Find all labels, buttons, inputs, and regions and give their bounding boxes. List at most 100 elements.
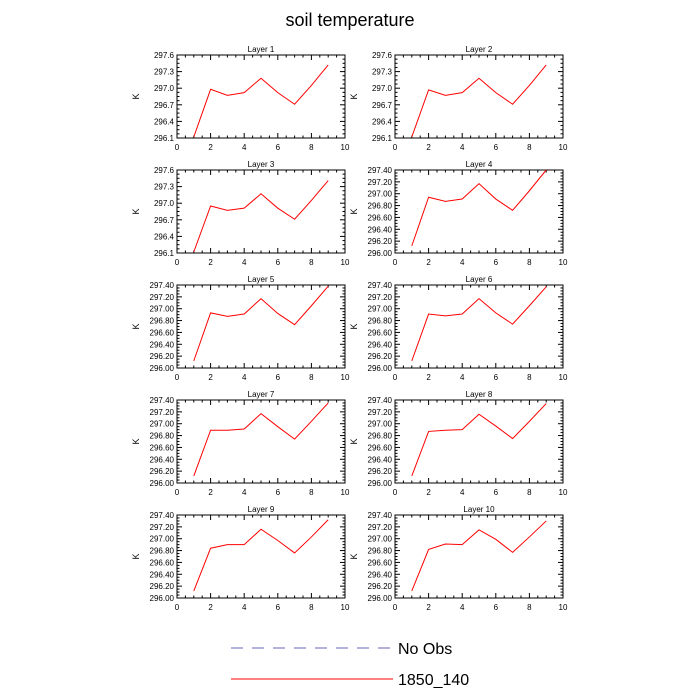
y-tick-label: 296.20: [368, 582, 393, 591]
y-tick-label: 297.40: [368, 396, 393, 405]
x-tick-label: 6: [276, 143, 281, 152]
x-tick-label: 2: [426, 143, 431, 152]
x-tick-label: 2: [426, 488, 431, 497]
x-tick-label: 8: [527, 373, 532, 382]
y-axis-label: K: [131, 438, 141, 444]
series-line-1850-140: [193, 402, 329, 477]
y-tick-label: 297.20: [368, 178, 393, 187]
x-tick-label: 6: [276, 258, 281, 267]
plot-frame: [176, 284, 346, 369]
y-tick-label: 296.7: [372, 101, 393, 110]
plot-frame: [176, 514, 346, 599]
legend-label: No Obs: [398, 641, 452, 658]
x-tick-label: 8: [309, 488, 314, 497]
x-tick-label: 6: [276, 488, 281, 497]
y-tick-label: 297.40: [150, 511, 175, 520]
x-tick-label: 6: [276, 603, 281, 612]
series-line-1850-140: [411, 64, 547, 138]
y-tick-label: 297.00: [150, 305, 175, 314]
y-axis-label: K: [131, 553, 141, 559]
y-tick-label: 297.3: [154, 68, 175, 77]
y-tick-label: 297.20: [150, 523, 175, 532]
panel-title: Layer 9: [248, 505, 275, 514]
y-tick-label: 296.00: [150, 364, 175, 373]
x-tick-label: 0: [175, 143, 180, 152]
x-tick-label: 8: [527, 488, 532, 497]
panel-title: Layer 6: [466, 275, 493, 284]
y-axis-label: K: [349, 323, 359, 329]
y-tick-label: 297.20: [368, 408, 393, 417]
x-tick-label: 8: [527, 143, 532, 152]
y-tick-label: 296.60: [150, 328, 175, 337]
x-tick-label: 6: [276, 373, 281, 382]
y-tick-label: 297.40: [368, 511, 393, 520]
y-tick-label: 296.40: [368, 225, 393, 234]
y-tick-label: 296.20: [150, 582, 175, 591]
y-tick-label: 296.80: [150, 317, 175, 326]
y-tick-label: 296.40: [368, 455, 393, 464]
x-tick-label: 0: [393, 373, 398, 382]
legend: No Obs 1850_140: [231, 641, 469, 689]
series-line-1850-140: [193, 519, 329, 592]
y-tick-label: 296.40: [150, 455, 175, 464]
x-tick-label: 4: [242, 603, 247, 612]
x-tick-label: 10: [341, 488, 350, 497]
y-axis-label: K: [131, 93, 141, 99]
y-tick-label: 296.80: [368, 432, 393, 441]
x-tick-label: 0: [175, 603, 180, 612]
x-tick-label: 2: [208, 488, 213, 497]
series-line-1850-140: [411, 169, 547, 247]
series-line-1850-140: [193, 64, 329, 138]
x-tick-label: 2: [426, 373, 431, 382]
panel-title: Layer 5: [248, 275, 275, 284]
y-tick-label: 296.60: [368, 558, 393, 567]
x-tick-label: 10: [559, 488, 568, 497]
panel-title: Layer 3: [248, 160, 275, 169]
x-tick-label: 2: [208, 603, 213, 612]
y-tick-label: 297.00: [368, 190, 393, 199]
y-tick-label: 296.60: [150, 443, 175, 452]
x-tick-label: 4: [242, 258, 247, 267]
x-tick-label: 8: [527, 603, 532, 612]
panel-layer-1: Layer 1 K 296.1 296.4 296.7 297.0 297.3 297.6 0 2…: [131, 45, 350, 152]
y-tick-label: 296.80: [150, 547, 175, 556]
y-tick-label: 296.80: [150, 432, 175, 441]
x-tick-label: 6: [494, 603, 499, 612]
y-tick-label: 297.00: [368, 420, 393, 429]
panel-layer-5: Layer 5 K 296.00 296.20 296.40 296.60 296.80 29…: [131, 275, 350, 382]
y-tick-label: 296.40: [150, 570, 175, 579]
y-tick-label: 296.40: [150, 340, 175, 349]
y-tick-label: 296.20: [368, 467, 393, 476]
x-tick-label: 6: [494, 258, 499, 267]
y-tick-label: 296.00: [368, 479, 393, 488]
x-tick-label: 10: [341, 603, 350, 612]
x-tick-label: 10: [341, 258, 350, 267]
y-tick-label: 297.00: [150, 420, 175, 429]
plot-frame: [176, 54, 346, 139]
y-axis-label: K: [349, 93, 359, 99]
x-tick-label: 2: [208, 373, 213, 382]
y-tick-label: 296.00: [368, 249, 393, 258]
panel-layer-4: Layer 4 K 296.00 296.20 296.40 296.60 296.80 29…: [349, 160, 568, 267]
x-tick-label: 8: [309, 603, 314, 612]
x-tick-label: 2: [426, 258, 431, 267]
x-tick-label: 4: [460, 488, 465, 497]
y-tick-label: 296.80: [368, 202, 393, 211]
y-tick-label: 297.0: [372, 84, 393, 93]
y-tick-label: 296.1: [154, 249, 175, 258]
y-tick-label: 297.3: [372, 68, 393, 77]
x-tick-label: 4: [242, 373, 247, 382]
plot-frame: [394, 169, 564, 254]
y-tick-label: 296.60: [368, 443, 393, 452]
y-tick-label: 296.80: [368, 317, 393, 326]
x-tick-label: 2: [208, 143, 213, 152]
y-axis-label: K: [349, 208, 359, 214]
y-tick-label: 296.40: [368, 340, 393, 349]
series-line-1850-140: [411, 403, 547, 477]
y-tick-label: 296.7: [154, 101, 175, 110]
plot-frame: [394, 54, 564, 139]
x-tick-label: 4: [242, 143, 247, 152]
y-axis-label: K: [131, 208, 141, 214]
